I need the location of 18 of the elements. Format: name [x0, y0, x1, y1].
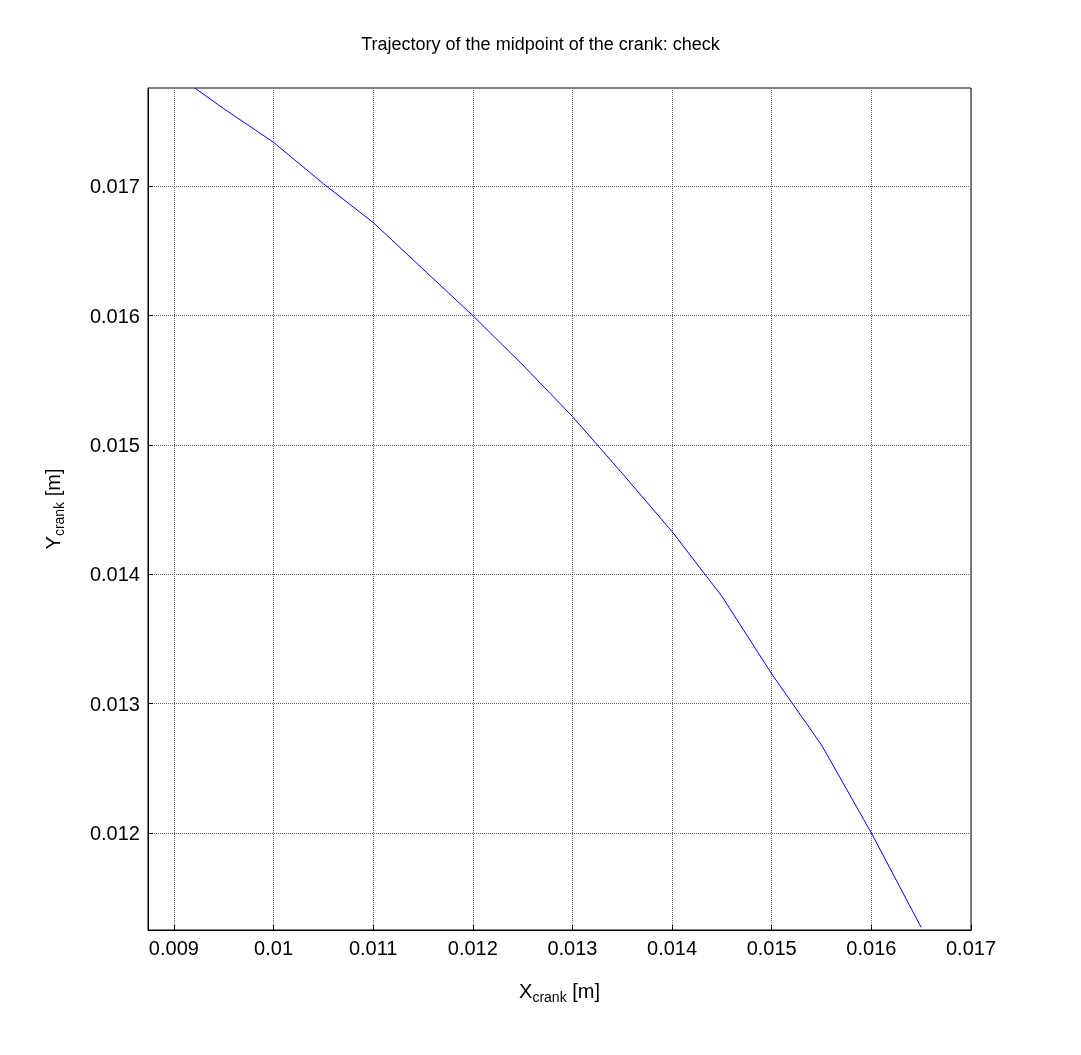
x-tick-label: 0.017 — [945, 937, 997, 959]
line-series — [194, 87, 922, 928]
x-tick-label: 0.011 — [348, 937, 398, 959]
x-tick-label: 0.013 — [547, 937, 598, 959]
x-tick-label: 0.01 — [254, 937, 294, 959]
x-tick-label: 0.014 — [647, 937, 698, 959]
x-tick-label: 0.012 — [447, 937, 498, 959]
chart-title: Trajectory of the midpoint of the crank: check — [361, 34, 721, 54]
x-tick-label: 0.015 — [746, 937, 797, 959]
y-axis-title: Ycrank [m] — [42, 468, 67, 550]
y-tick-label: 0.012 — [89, 822, 140, 844]
x-tick-label: 0.009 — [148, 937, 199, 959]
x-tick-label: 0.016 — [846, 937, 897, 959]
y-tick-label: 0.013 — [89, 692, 140, 715]
y-tick-label: 0.014 — [89, 563, 140, 586]
y-tick-label: 0.015 — [89, 433, 140, 456]
y-tick-label: 0.017 — [89, 175, 140, 198]
y-tick-label: 0.016 — [89, 304, 140, 327]
